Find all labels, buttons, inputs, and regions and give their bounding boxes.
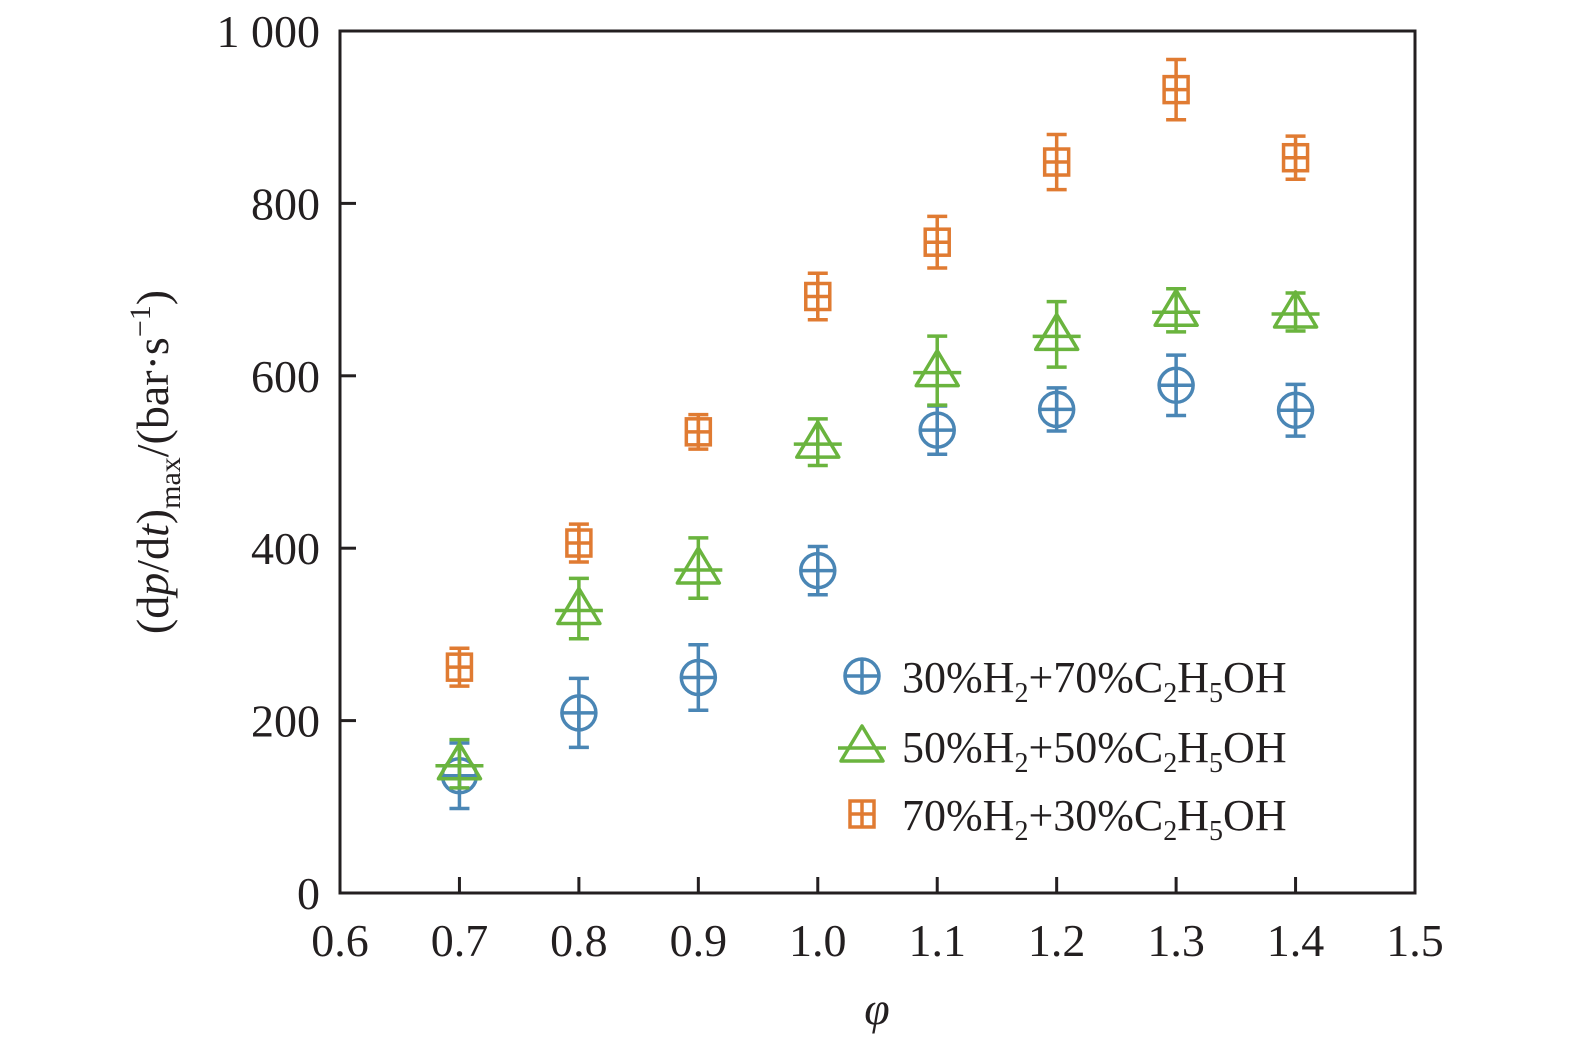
data-point (679, 658, 718, 697)
series-3 (445, 57, 1310, 688)
y-axis: 0 200 400 600 800 1 000 (217, 6, 356, 919)
marker-triangle (556, 586, 602, 626)
legend-label-subscript: 2 (1014, 816, 1028, 847)
y-tick-label: 400 (251, 523, 320, 574)
data-point (1042, 147, 1071, 177)
legend-marker (838, 724, 886, 763)
legend-label-subscript: 2 (1163, 678, 1177, 709)
legend-marker (843, 657, 881, 695)
y-axis-title-unit: /(bar·s (127, 337, 178, 457)
series-2 (435, 286, 1320, 790)
marker-triangle (1272, 290, 1319, 329)
legend-label-part: 70%H (902, 791, 1014, 840)
x-tick-label: 0.6 (311, 915, 369, 966)
marker-triangle (795, 420, 841, 459)
y-tick-label: 0 (297, 868, 320, 919)
data-series (435, 57, 1320, 811)
y-axis-title-sub: max (154, 457, 187, 509)
marker-triangle (675, 546, 722, 585)
marker-triangle (1153, 288, 1199, 328)
data-point (1157, 366, 1195, 405)
legend-label-subscript: 2 (1014, 678, 1028, 709)
data-point (435, 741, 484, 781)
data-point (560, 694, 598, 732)
data-point (799, 551, 837, 590)
legend-label-part: 50%H (902, 723, 1014, 772)
data-point (445, 652, 474, 682)
legend: 30%H2+70%C2H5OH50%H2+50%C2H5OH70%H2+30%C… (838, 653, 1287, 847)
legend-label-part: H (1177, 791, 1209, 840)
marker-triangle (914, 348, 960, 388)
legend-item-3: 70%H2+30%C2H5OH (848, 791, 1287, 847)
x-tick-label: 1.5 (1386, 915, 1444, 966)
legend-label-part: +70%C (1028, 653, 1163, 702)
x-tick-label: 1.4 (1267, 915, 1325, 966)
legend-label: 50%H2+50%C2H5OH (902, 723, 1287, 779)
data-point (793, 420, 842, 459)
y-axis-title-close: ) (127, 509, 178, 524)
data-point (1037, 390, 1076, 429)
data-point (684, 417, 713, 447)
error-bar (1046, 299, 1067, 369)
legend-label-part: OH (1223, 791, 1287, 840)
x-tick-label: 0.8 (550, 915, 608, 966)
legend-label-part: OH (1223, 653, 1287, 702)
x-tick-label: 1.3 (1147, 915, 1205, 966)
data-point (674, 546, 723, 585)
legend-label-part: +50%C (1028, 723, 1163, 772)
data-point (1281, 142, 1310, 173)
y-tick-label: 1 000 (217, 6, 321, 57)
y-axis-title-slash: /d (127, 537, 178, 573)
legend-label-subscript: 5 (1209, 816, 1223, 847)
error-bar (927, 334, 948, 407)
y-axis-title-p: p (127, 573, 178, 599)
plot-frame (338, 29, 1417, 895)
marker-triangle (839, 724, 885, 763)
data-point (554, 586, 603, 626)
legend-label-part: OH (1223, 723, 1287, 772)
data-point (1162, 74, 1190, 105)
legend-label-subscript: 2 (1014, 748, 1028, 779)
marker-triangle (1033, 312, 1080, 352)
data-point (913, 348, 962, 388)
legend-label-subscript: 5 (1209, 748, 1223, 779)
y-axis-title-open: (d (127, 596, 178, 634)
x-axis-title: φ (864, 983, 889, 1034)
legend-label-part: H (1177, 723, 1209, 772)
x-tick-label: 0.7 (431, 915, 489, 966)
legend-label-part: +30%C (1028, 791, 1163, 840)
data-point (1152, 288, 1201, 328)
x-tick-label: 1.2 (1028, 915, 1086, 966)
legend-label-subscript: 2 (1163, 816, 1177, 847)
data-point (565, 528, 593, 558)
marker-triangle (436, 741, 483, 781)
y-axis-title: (dp/dt)max/(bar·s−1) (124, 290, 187, 634)
y-axis-title-t: t (127, 523, 178, 537)
legend-label-part: H (1177, 653, 1209, 702)
legend-label-subscript: 2 (1163, 748, 1177, 779)
legend-marker (848, 799, 876, 829)
data-point (923, 227, 951, 257)
data-point (1276, 391, 1315, 430)
x-tick-label: 0.9 (670, 915, 728, 966)
legend-label-subscript: 5 (1209, 678, 1223, 709)
data-point (918, 411, 956, 449)
legend-label-part: 30%H (902, 653, 1014, 702)
legend-label: 70%H2+30%C2H5OH (902, 791, 1287, 847)
y-tick-label: 600 (251, 351, 320, 402)
y-axis-title-unit-close: ) (127, 290, 178, 305)
legend-label: 30%H2+70%C2H5OH (902, 653, 1287, 709)
data-point (1271, 290, 1320, 329)
data-point (1032, 312, 1081, 352)
data-point (804, 281, 832, 312)
x-tick-label: 1.1 (908, 915, 966, 966)
x-axis: 0.6 0.7 0.8 0.9 1.0 1.1 1.2 1.3 1.4 1.5 (311, 877, 1444, 966)
legend-item-1: 30%H2+70%C2H5OH (843, 653, 1287, 709)
y-axis-title-sup: −1 (124, 305, 157, 337)
y-tick-label: 200 (251, 696, 320, 747)
y-tick-label: 800 (251, 178, 320, 229)
legend-item-2: 50%H2+50%C2H5OH (838, 723, 1287, 779)
x-tick-label: 1.0 (789, 915, 847, 966)
